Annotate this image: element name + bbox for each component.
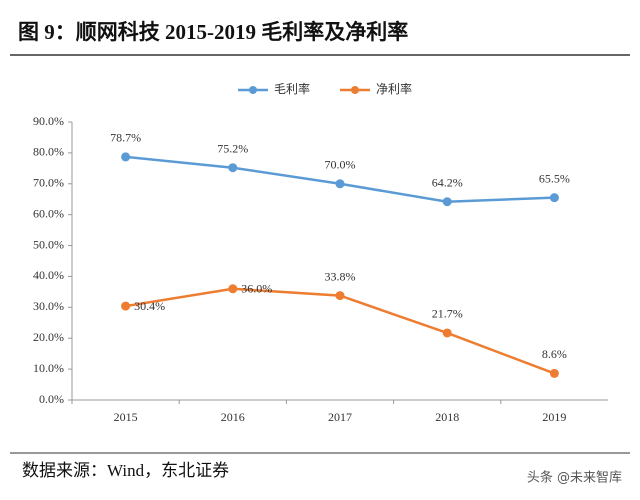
data-label: 70.0% <box>325 158 356 172</box>
data-label: 21.7% <box>432 307 463 321</box>
data-point <box>228 284 238 294</box>
data-point <box>121 152 131 162</box>
data-label: 33.8% <box>325 269 356 283</box>
y-tick-label: 30.0% <box>33 299 64 313</box>
data-point <box>228 163 238 173</box>
data-point <box>121 301 131 311</box>
data-label: 8.6% <box>542 347 567 361</box>
y-tick-label: 0.0% <box>39 392 64 406</box>
data-point <box>549 193 559 203</box>
y-tick-label: 90.0% <box>33 114 64 128</box>
data-label: 75.2% <box>217 141 248 155</box>
data-label: 30.4% <box>134 299 165 313</box>
data-point <box>549 368 559 378</box>
source: 数据来源：Wind，东北证券 <box>22 461 229 480</box>
y-tick-label: 70.0% <box>33 176 64 190</box>
data-label: 65.5% <box>539 171 570 185</box>
y-tick-label: 40.0% <box>33 268 64 282</box>
y-tick-label: 10.0% <box>33 361 64 375</box>
y-tick-label: 20.0% <box>33 330 64 344</box>
data-label: 36.0% <box>241 282 272 296</box>
data-point <box>335 291 345 301</box>
x-tick-label: 2019 <box>542 410 566 424</box>
y-tick-label: 80.0% <box>33 145 64 159</box>
legend-marker <box>351 86 359 94</box>
chart-title: 图 9：顺网科技 2015-2019 毛利率及净利率 <box>18 20 408 44</box>
legend-label: 毛利率 <box>274 81 310 96</box>
y-tick-label: 60.0% <box>33 206 64 220</box>
x-tick-label: 2018 <box>435 410 459 424</box>
series-line <box>125 287 555 375</box>
legend-label: 净利率 <box>376 81 412 96</box>
data-label: 78.7% <box>110 131 141 145</box>
data-point <box>442 197 452 207</box>
x-tick-label: 2016 <box>221 410 245 424</box>
watermark: 头条 @未来智库 <box>527 470 622 486</box>
data-point <box>335 179 345 189</box>
legend-marker <box>249 86 257 94</box>
data-label: 64.2% <box>432 175 463 189</box>
x-tick-label: 2017 <box>328 410 352 424</box>
x-tick-label: 2015 <box>114 410 138 424</box>
y-tick-label: 50.0% <box>33 237 64 251</box>
data-point <box>442 328 452 338</box>
